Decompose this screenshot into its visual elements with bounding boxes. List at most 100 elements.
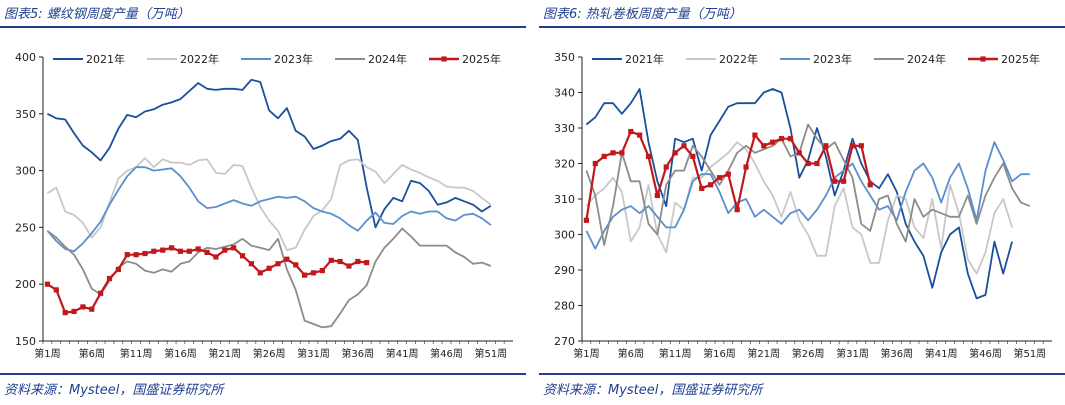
y-tick-label: 300 bbox=[15, 165, 36, 178]
series-point-2025年 bbox=[275, 261, 281, 267]
series-point-2025年 bbox=[133, 252, 139, 258]
rebar-weekly-output-chart: 150 200 250 300 350 400 第1周 第6周 第11周 第16周 第21周 第26周… bbox=[15, 51, 513, 360]
series-point-2025年 bbox=[858, 143, 864, 149]
series-point-2025年 bbox=[364, 260, 370, 266]
title-divider bbox=[0, 26, 526, 28]
y-tick-label: 310 bbox=[554, 193, 575, 206]
x-tick-label: 第26周 bbox=[792, 347, 825, 360]
series-point-2025年 bbox=[239, 253, 246, 259]
series-point-2025年 bbox=[62, 310, 68, 316]
series-line-2021年 bbox=[46, 78, 492, 229]
x-tick-label: 第11周 bbox=[659, 347, 692, 360]
x-tick-label: 第36周 bbox=[880, 347, 913, 360]
x-tick-label: 第1周 bbox=[34, 347, 60, 360]
y-tick-label: 290 bbox=[554, 264, 575, 277]
series-point-2025年 bbox=[787, 136, 793, 142]
series-point-2025年 bbox=[770, 139, 776, 145]
series-point-2025年 bbox=[53, 287, 59, 293]
y-tick-label: 200 bbox=[15, 278, 36, 291]
y-tick-label: 150 bbox=[15, 335, 36, 348]
series-point-2025年 bbox=[645, 153, 652, 159]
legend-label: 2024年 bbox=[368, 52, 407, 66]
series-line-2021年 bbox=[585, 88, 1013, 300]
y-tick-label: 350 bbox=[554, 51, 575, 64]
y-tick-label: 340 bbox=[554, 87, 575, 100]
chart-panel-hot-rolled-coil: 图表6: 热轧卷板周度产量（万吨） 270 280 290 300 310 320 330 3… bbox=[539, 0, 1065, 405]
x-tick-label: 第6周 bbox=[79, 347, 105, 360]
series-point-2025年 bbox=[734, 207, 740, 213]
x-tick-label: 第21周 bbox=[208, 347, 241, 360]
series-point-2025年 bbox=[257, 270, 263, 276]
x-tick-label: 第1周 bbox=[573, 347, 599, 360]
x-tick-label: 第26周 bbox=[253, 347, 286, 360]
series-point-2025年 bbox=[601, 153, 607, 159]
series-point-2025年 bbox=[204, 249, 210, 255]
series-point-2025年 bbox=[716, 175, 723, 181]
series-point-2025年 bbox=[619, 150, 625, 156]
y-tick-label: 300 bbox=[554, 229, 575, 242]
chart-title: 图表5: 螺纹钢周度产量（万吨） bbox=[4, 7, 190, 22]
series-point-2025年 bbox=[222, 247, 228, 253]
source-divider bbox=[0, 373, 526, 375]
series-point-2025年 bbox=[699, 185, 705, 191]
y-tick-label: 330 bbox=[554, 122, 575, 135]
legend-label: 2021年 bbox=[625, 52, 664, 66]
series-point-2025年 bbox=[293, 262, 299, 268]
x-tick-label: 第11周 bbox=[120, 347, 153, 360]
series-point-2025年 bbox=[168, 245, 175, 251]
y-tick-label: 400 bbox=[15, 51, 36, 64]
series-point-2025年 bbox=[266, 265, 272, 271]
series-point-2025年 bbox=[106, 275, 113, 282]
title-divider bbox=[539, 26, 1065, 28]
series-point-2025年 bbox=[319, 267, 325, 274]
series-point-2025年 bbox=[663, 164, 669, 170]
y-tick-label: 270 bbox=[554, 335, 575, 348]
series-point-2025年 bbox=[672, 150, 678, 156]
legend-label: 2024年 bbox=[907, 52, 946, 66]
x-tick-label: 第51周 bbox=[1013, 347, 1046, 360]
series-point-2025年 bbox=[761, 143, 767, 149]
series-point-2025年 bbox=[195, 246, 201, 252]
legend-label: 2022年 bbox=[180, 52, 219, 66]
legend-label: 2023年 bbox=[813, 52, 852, 66]
series-point-2025年 bbox=[355, 258, 361, 265]
series-line-2023年 bbox=[46, 166, 492, 253]
series-point-2025年 bbox=[328, 257, 334, 263]
series-point-2025年 bbox=[681, 143, 687, 149]
legend-swatch-marker bbox=[441, 56, 447, 62]
series-point-2025年 bbox=[115, 266, 121, 273]
series-point-2025年 bbox=[805, 160, 811, 167]
x-tick-label: 第46周 bbox=[969, 347, 1002, 360]
series-point-2025年 bbox=[814, 160, 820, 167]
series-point-2025年 bbox=[337, 258, 343, 265]
y-tick-label: 250 bbox=[15, 221, 36, 234]
y-tick-label: 320 bbox=[554, 158, 575, 171]
y-tick-label: 280 bbox=[554, 300, 575, 313]
y-tick-label: 350 bbox=[15, 108, 36, 121]
series-line-2025年 bbox=[46, 246, 367, 314]
series-point-2025年 bbox=[98, 290, 104, 296]
series-point-2025年 bbox=[849, 143, 856, 149]
series-point-2025年 bbox=[823, 143, 829, 149]
series-line-2024年 bbox=[46, 227, 492, 329]
series-point-2025年 bbox=[637, 132, 643, 138]
series-point-2025年 bbox=[160, 247, 166, 253]
series-point-2025年 bbox=[80, 304, 86, 310]
series-point-2025年 bbox=[151, 248, 157, 254]
series-point-2025年 bbox=[832, 178, 838, 184]
series-point-2025年 bbox=[796, 150, 802, 156]
series-point-2025年 bbox=[752, 132, 758, 138]
series-point-2025年 bbox=[610, 150, 616, 156]
series-point-2025年 bbox=[231, 245, 237, 251]
x-tick-label: 第31周 bbox=[836, 347, 869, 360]
legend-label: 2025年 bbox=[462, 52, 501, 66]
series-point-2025年 bbox=[867, 182, 873, 188]
series-point-2025年 bbox=[284, 256, 290, 262]
series-line-2022年 bbox=[46, 157, 492, 251]
x-tick-label: 第6周 bbox=[618, 347, 644, 360]
series-point-2025年 bbox=[841, 178, 847, 184]
series-line-2024年 bbox=[585, 123, 1031, 246]
series-point-2025年 bbox=[186, 248, 192, 254]
x-tick-label: 第16周 bbox=[703, 347, 736, 360]
series-point-2025年 bbox=[346, 263, 352, 269]
